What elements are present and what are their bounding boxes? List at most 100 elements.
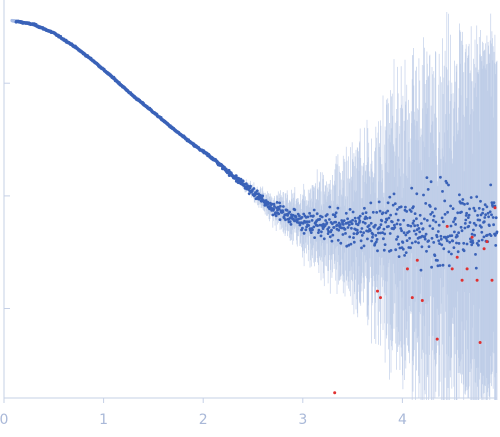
- data-point: [419, 268, 423, 272]
- data-point: [453, 230, 456, 234]
- data-point: [391, 203, 395, 207]
- data-point: [422, 193, 425, 197]
- outlier-point: [405, 267, 409, 271]
- data-point: [359, 230, 363, 234]
- data-point: [420, 222, 423, 225]
- data-point: [264, 199, 268, 202]
- data-point: [476, 214, 479, 217]
- data-point: [349, 242, 353, 246]
- data-point: [352, 232, 356, 236]
- data-point: [278, 201, 281, 205]
- data-point: [322, 237, 326, 241]
- x-tick-label: 2: [199, 412, 208, 428]
- outlier-point: [333, 391, 337, 395]
- data-point: [489, 183, 493, 187]
- data-point: [448, 240, 452, 244]
- data-point: [277, 212, 281, 216]
- data-point: [374, 223, 377, 227]
- data-point: [407, 224, 410, 227]
- data-point: [455, 241, 458, 245]
- data-point: [293, 219, 296, 223]
- data-point: [493, 234, 497, 237]
- data-point: [386, 201, 390, 205]
- data-point: [277, 207, 281, 211]
- data-point: [327, 230, 330, 233]
- data-point: [427, 239, 430, 243]
- data-point: [384, 220, 387, 224]
- data-point: [394, 248, 398, 252]
- data-point: [405, 210, 409, 213]
- data-point: [421, 227, 425, 231]
- data-point: [293, 208, 297, 212]
- data-point: [435, 235, 439, 239]
- data-point: [395, 238, 398, 241]
- data-point: [444, 237, 448, 240]
- data-point: [297, 217, 300, 221]
- data-point: [452, 220, 455, 224]
- data-point: [418, 230, 422, 234]
- data-point: [474, 266, 478, 270]
- data-point: [423, 235, 427, 239]
- data-point: [312, 214, 315, 218]
- data-point: [428, 205, 432, 208]
- data-point: [487, 215, 490, 219]
- data-point: [360, 234, 364, 237]
- data-point: [307, 220, 311, 224]
- data-point: [352, 240, 356, 244]
- data-point: [347, 221, 350, 224]
- data-point: [397, 255, 401, 258]
- data-point: [339, 241, 343, 245]
- data-point: [315, 212, 319, 216]
- outlier-point: [455, 255, 459, 259]
- axes-group: 0 1 2 3 4: [0, 0, 497, 428]
- data-point: [488, 224, 491, 228]
- data-point: [402, 231, 406, 235]
- data-point: [417, 241, 420, 245]
- data-point: [381, 231, 384, 235]
- data-point: [272, 207, 276, 211]
- data-point: [389, 249, 393, 252]
- data-point: [294, 215, 298, 219]
- data-point: [328, 218, 331, 221]
- data-point: [247, 192, 251, 196]
- data-point: [274, 211, 278, 215]
- data-point: [443, 212, 447, 216]
- data-point: [289, 223, 293, 226]
- data-point: [258, 196, 262, 200]
- data-point: [404, 251, 408, 255]
- data-point: [358, 219, 362, 223]
- x-tick-label: 1: [99, 412, 108, 428]
- data-point: [358, 214, 362, 218]
- data-point: [472, 221, 476, 225]
- data-point: [301, 226, 304, 230]
- outlier-point: [493, 206, 497, 210]
- data-point: [398, 223, 402, 226]
- data-point: [477, 243, 480, 247]
- data-point: [462, 249, 466, 253]
- data-point: [272, 202, 276, 206]
- data-point: [369, 221, 373, 225]
- data-point: [488, 210, 492, 214]
- data-point: [326, 232, 330, 236]
- data-point: [470, 243, 474, 247]
- x-tick-label: 3: [298, 412, 307, 428]
- data-point: [424, 202, 428, 205]
- data-point: [378, 226, 381, 229]
- data-point: [368, 216, 372, 220]
- data-point: [450, 234, 454, 238]
- data-point: [409, 224, 413, 228]
- data-point: [473, 233, 476, 237]
- data-point: [375, 238, 379, 241]
- data-point: [480, 238, 484, 242]
- data-point: [431, 211, 434, 214]
- data-point: [350, 222, 354, 226]
- data-point: [492, 223, 495, 227]
- data-point: [316, 224, 319, 228]
- data-point: [252, 187, 256, 190]
- data-point: [418, 213, 422, 217]
- data-point: [461, 201, 464, 205]
- data-point: [334, 220, 338, 224]
- outlier-point: [410, 296, 414, 300]
- data-point: [311, 228, 314, 232]
- error-bars-group: [223, 12, 498, 400]
